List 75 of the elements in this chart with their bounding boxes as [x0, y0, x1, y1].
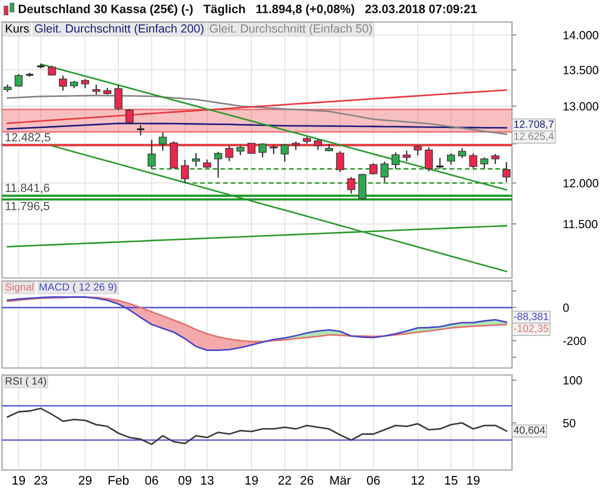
- x-tick-label: Mär: [330, 476, 351, 485]
- line-series: [6, 408, 508, 446]
- candlestick: [424, 146, 433, 172]
- candlestick: [114, 84, 122, 111]
- candlestick: [347, 176, 356, 194]
- y-tick-label: 50: [563, 418, 576, 428]
- candlestick: [392, 152, 400, 170]
- candlestick: [58, 74, 67, 92]
- candlestick: [214, 151, 222, 178]
- candlestick: [502, 161, 510, 183]
- candlestick: [491, 153, 500, 165]
- y-tick-label: -200: [563, 336, 586, 346]
- y-tick-label: 0: [563, 304, 569, 312]
- x-tick-label: Feb: [108, 476, 129, 485]
- y-tick-label: 14.000: [564, 30, 598, 40]
- candlestick: [270, 144, 278, 155]
- candlestick: [414, 144, 422, 156]
- candlestick: [380, 161, 389, 183]
- ref-line-label: 11.841,6: [6, 184, 50, 194]
- y-tick-label: 100: [564, 376, 582, 385]
- x-tick-label: 12: [412, 476, 424, 485]
- candlestick: [125, 108, 134, 124]
- data-label: 12.625,4: [514, 132, 554, 142]
- chart-title: Deutschland 30 Kassa (25€) (-) Täglich 11.894,8 (+0,08%) 23.03.2018 07:09:21: [18, 4, 477, 16]
- x-tick-label: 13: [201, 476, 214, 485]
- x-tick-label: 06: [366, 476, 380, 485]
- candlestick: [247, 142, 256, 155]
- x-tick-label: 19: [12, 476, 25, 485]
- ref-line-label: 11.796,5: [6, 202, 50, 212]
- text: Gleit. Durchschnitt (Einfach 200): [34, 24, 204, 35]
- series-label: Signal: [5, 283, 34, 293]
- candlestick: [469, 152, 478, 169]
- y-tick-label: 13.500: [564, 66, 598, 74]
- text: Kurs: [6, 24, 29, 33]
- x-tick-label: 19: [467, 476, 480, 485]
- candlestick: [458, 147, 466, 159]
- candlestick: [258, 142, 267, 158]
- candlestick: [180, 159, 189, 184]
- ref-line-label: 12.482,5: [6, 133, 50, 143]
- candlestick: [402, 150, 411, 162]
- x-tick-label: 23: [34, 476, 48, 485]
- candlestick: [148, 139, 156, 170]
- line-series: [6, 89, 508, 124]
- x-tick-label: 22: [278, 476, 292, 485]
- candlestick: [14, 74, 23, 88]
- data-label: 12.708,7: [514, 120, 554, 130]
- candlestick: [435, 157, 444, 170]
- candlestick: [92, 84, 100, 96]
- x-tick-label: 26: [300, 476, 314, 485]
- data-label: 40,604: [514, 426, 546, 435]
- candlestick: [447, 152, 456, 166]
- x-tick-label: 09: [178, 476, 192, 485]
- text: RSI ( 14): [6, 377, 46, 387]
- x-tick-label: 19: [245, 476, 258, 485]
- data-label: -102,35: [514, 324, 548, 334]
- candlestick: [369, 162, 378, 176]
- x-tick-label: 15: [445, 476, 458, 485]
- line-series: [6, 296, 508, 342]
- y-tick-label: 13.000: [564, 102, 598, 111]
- candlestick: [480, 156, 488, 170]
- text: Gleit. Durchschnitt (Einfach 50): [210, 24, 372, 35]
- y-tick-label: 12.000: [564, 179, 598, 188]
- candlestick: [225, 145, 234, 162]
- y-tick-label: 11.500: [564, 220, 598, 228]
- candlestick: [158, 132, 167, 152]
- x-tick-label: 06: [145, 476, 158, 485]
- candlestick: [81, 78, 90, 89]
- candlestick: [192, 152, 200, 168]
- data-label: -88,381: [514, 312, 548, 322]
- series-label: MACD ( 12 26 9): [40, 283, 116, 293]
- candlestick: [236, 145, 244, 156]
- candlestick: [314, 138, 322, 151]
- x-tick-label: 29: [78, 476, 92, 485]
- candlestick: [336, 150, 344, 172]
- candlestick: [280, 143, 289, 162]
